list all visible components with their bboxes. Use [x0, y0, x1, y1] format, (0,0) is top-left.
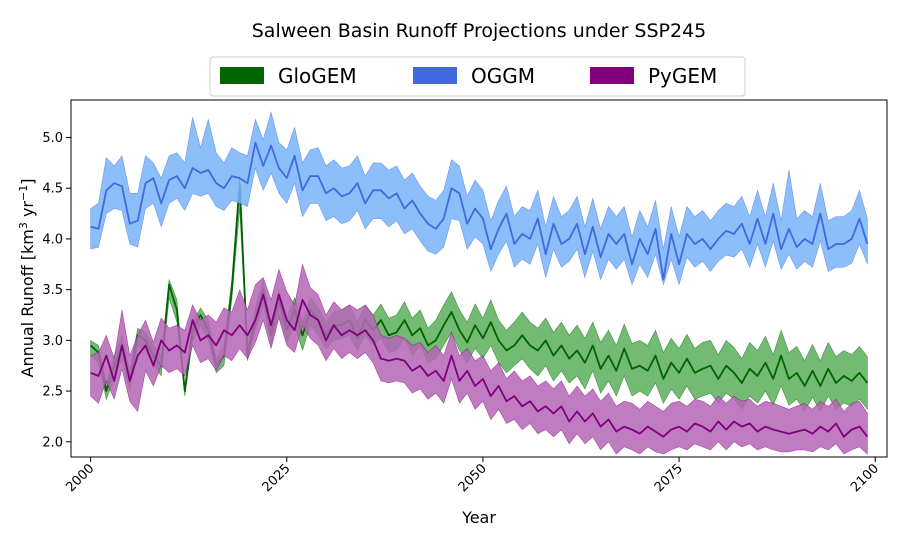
- line-oggm: [90, 141, 869, 281]
- x-tick-label: 2050: [456, 461, 490, 495]
- y-axis-label: Annual Runoff [km3 yr−1]: [17, 179, 37, 378]
- x-axis: 2000 2025 2050 2075 2100: [63, 457, 882, 495]
- x-axis-label: Year: [461, 508, 496, 527]
- y-tick-label: 2.0: [42, 435, 63, 450]
- y-axis: 2.0 2.5 3.0 3.5 4.0 4.5 5.0: [42, 131, 71, 450]
- legend-swatch-pygem: [590, 67, 634, 84]
- band-oggm: [90, 111, 868, 286]
- x-tick-label: 2075: [652, 461, 686, 495]
- legend-swatch-glogem: [220, 67, 264, 84]
- y-tick-label: 4.0: [42, 232, 63, 247]
- line-pygem: [90, 293, 869, 438]
- y-tick-label: 3.5: [42, 283, 63, 298]
- x-tick-label: 2000: [63, 461, 97, 495]
- y-tick-label: 4.5: [42, 182, 63, 197]
- plot-area: [89, 111, 869, 455]
- legend-label-pygem: PyGEM: [648, 64, 717, 88]
- legend-frame: [209, 56, 746, 97]
- chart-title: Salween Basin Runoff Projections under S…: [252, 20, 707, 42]
- x-tick-label: 2025: [260, 461, 294, 495]
- y-tick-label: 5.0: [42, 131, 63, 146]
- y-tick-label: 3.0: [42, 334, 63, 349]
- y-tick-label: 2.5: [42, 385, 63, 400]
- plot-frame: [70, 99, 888, 458]
- legend: GloGEM OGGM PyGEM: [209, 56, 746, 97]
- legend-label-glogem: GloGEM: [278, 64, 357, 88]
- x-tick-label: 2100: [848, 461, 882, 495]
- legend-swatch-oggm: [413, 67, 457, 84]
- legend-label-oggm: OGGM: [471, 64, 535, 88]
